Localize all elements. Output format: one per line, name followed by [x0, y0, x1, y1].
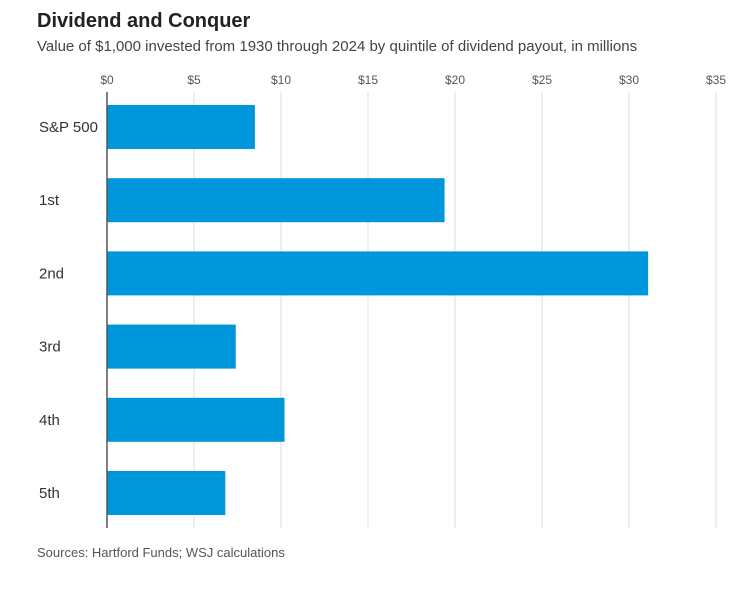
x-tick-label: $20 [445, 73, 465, 87]
x-tick-label: $10 [271, 73, 291, 87]
category-label: S&P 500 [39, 119, 98, 136]
category-label: 5th [39, 485, 60, 502]
x-tick-label: $0 [100, 73, 114, 87]
bar [107, 397, 285, 442]
x-tick-label: $30 [619, 73, 639, 87]
category-label: 2nd [39, 265, 64, 282]
x-tick-label: $35 [706, 73, 726, 87]
x-tick-label: $5 [187, 73, 201, 87]
category-labels: S&P 500 1st 2nd 3rd 4th 5th [39, 119, 98, 502]
bars [107, 105, 649, 515]
chart-source: Sources: Hartford Funds; WSJ calculation… [37, 545, 285, 560]
category-label: 1st [39, 192, 60, 209]
gridlines [193, 92, 717, 528]
bar [107, 178, 445, 223]
x-axis-ticks: $0 $5 $10 $15 $20 $25 $30 $35 [100, 73, 726, 87]
bar [107, 105, 255, 149]
chart-subtitle: Value of $1,000 invested from 1930 throu… [37, 38, 638, 55]
category-label: 3rd [39, 339, 61, 356]
bar [107, 324, 236, 369]
category-label: 4th [39, 412, 60, 429]
x-tick-label: $15 [358, 73, 378, 87]
chart-title: Dividend and Conquer [37, 10, 251, 32]
bar [107, 471, 226, 515]
x-tick-label: $25 [532, 73, 552, 87]
bar [107, 251, 649, 296]
